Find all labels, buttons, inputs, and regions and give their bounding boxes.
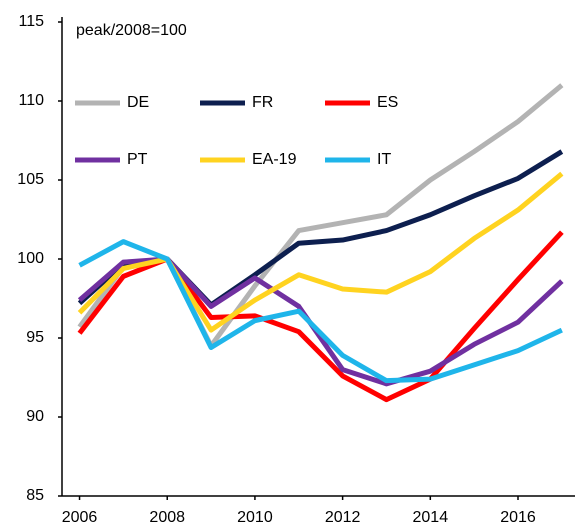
series-line bbox=[77, 230, 564, 403]
x-tick-label: 2016 bbox=[500, 509, 536, 526]
x-tick-label: 2010 bbox=[237, 509, 273, 526]
y-tick-label: 85 bbox=[26, 487, 44, 504]
legend-label: DE bbox=[127, 94, 149, 111]
legend-label: EA-19 bbox=[252, 151, 297, 168]
legend-label: ES bbox=[377, 94, 398, 111]
y-tick-label: 115 bbox=[18, 13, 44, 30]
y-tick-label: 110 bbox=[18, 92, 44, 109]
legend-label: PT bbox=[127, 151, 148, 168]
x-tick-label: 2006 bbox=[62, 509, 98, 526]
series-line bbox=[77, 83, 564, 349]
series-line bbox=[77, 256, 564, 387]
chart-subtitle: peak/2008=100 bbox=[76, 22, 187, 39]
y-tick-label: 90 bbox=[26, 408, 44, 425]
legend-label: FR bbox=[252, 94, 273, 111]
x-tick-label: 2014 bbox=[413, 509, 449, 526]
series-line bbox=[78, 239, 563, 384]
y-tick-label: 95 bbox=[26, 329, 44, 346]
legend-label: IT bbox=[377, 151, 391, 168]
y-tick-label: 100 bbox=[17, 250, 44, 267]
series-line bbox=[77, 171, 564, 333]
x-tick-label: 2012 bbox=[325, 509, 361, 526]
x-tick-label: 2008 bbox=[149, 509, 185, 526]
y-tick-label: 105 bbox=[17, 171, 44, 188]
